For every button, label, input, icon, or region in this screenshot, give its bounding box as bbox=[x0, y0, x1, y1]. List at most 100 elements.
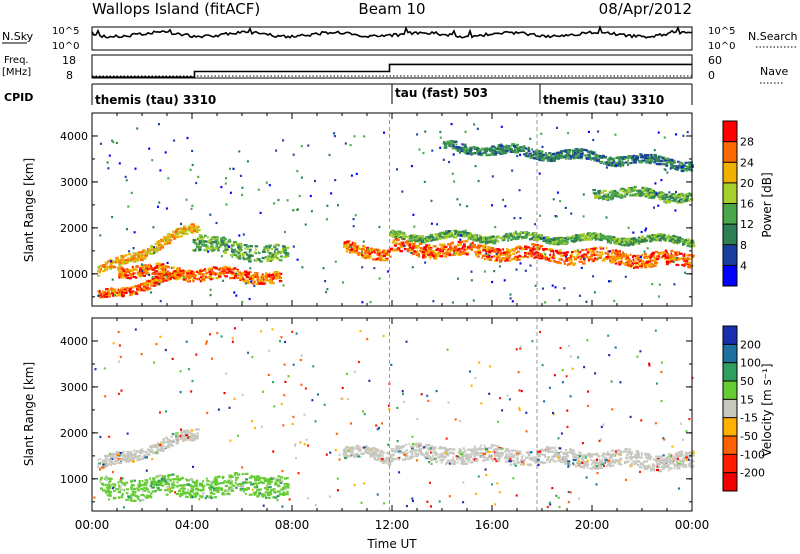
scatter-cell bbox=[531, 148, 533, 151]
scatter-cell bbox=[653, 195, 657, 198]
scatter-cell bbox=[554, 155, 557, 158]
scatter-cell bbox=[476, 234, 479, 237]
scatter-cell bbox=[282, 284, 285, 287]
scatter-cell bbox=[215, 277, 219, 280]
scatter-cell bbox=[527, 149, 531, 153]
scatter-cell bbox=[618, 263, 621, 266]
scatter-cell bbox=[409, 239, 414, 242]
scatter-cell bbox=[680, 192, 684, 195]
scatter-cell bbox=[154, 279, 158, 282]
scatter-cell bbox=[657, 157, 659, 160]
scatter-cell bbox=[378, 277, 381, 280]
scatter-cell bbox=[599, 236, 604, 239]
scatter-cell bbox=[274, 248, 279, 251]
scatter-cell bbox=[547, 248, 551, 251]
scatter-cell bbox=[365, 250, 370, 254]
scatter-cell bbox=[572, 151, 576, 154]
scatter-cell bbox=[413, 225, 416, 228]
scatter-cell bbox=[102, 461, 107, 464]
scatter-cell bbox=[605, 162, 609, 165]
scatter-cell bbox=[374, 248, 378, 251]
scatter-cell bbox=[625, 190, 627, 193]
scatter-cell bbox=[412, 249, 414, 252]
scatter-cell bbox=[468, 247, 473, 250]
scatter-cell bbox=[614, 240, 617, 243]
scatter-cell bbox=[599, 196, 602, 199]
scatter-cell bbox=[102, 270, 106, 273]
scatter-cell bbox=[192, 240, 196, 243]
scatter-cell bbox=[163, 243, 167, 246]
scatter-cell bbox=[518, 189, 521, 192]
scatter-cell bbox=[559, 154, 562, 157]
scatter-cell bbox=[445, 254, 449, 257]
scatter-cell bbox=[488, 250, 491, 254]
scatter-cell bbox=[271, 254, 275, 257]
scatter-cell bbox=[142, 253, 146, 256]
scatter-cell bbox=[132, 247, 135, 250]
scatter-cell bbox=[176, 277, 180, 280]
scatter-cell bbox=[463, 143, 467, 146]
scatter-cell bbox=[471, 241, 474, 244]
scatter-cell bbox=[626, 243, 630, 247]
scatter-cell bbox=[126, 228, 128, 231]
scatter-cell bbox=[497, 235, 499, 238]
scatter-cell bbox=[274, 243, 279, 246]
scatter-cell bbox=[648, 156, 652, 159]
scatter-cell bbox=[508, 249, 512, 252]
scatter-cell bbox=[569, 262, 572, 265]
scatter-cell bbox=[657, 195, 660, 198]
scatter-cell bbox=[153, 246, 156, 249]
scatter-cell bbox=[382, 249, 386, 252]
scatter-cell bbox=[470, 146, 474, 149]
scatter-cell bbox=[215, 221, 218, 225]
scatter-cell bbox=[668, 158, 671, 161]
scatter-cell bbox=[592, 189, 597, 192]
scatter-cell bbox=[118, 266, 123, 269]
scatter-cell bbox=[419, 247, 423, 250]
scatter-cell bbox=[190, 434, 194, 437]
scatter-cell bbox=[524, 269, 527, 272]
scatter-cell bbox=[152, 272, 155, 275]
scatter-cell bbox=[671, 165, 674, 168]
scatter-cell bbox=[371, 258, 376, 261]
scatter-cell bbox=[517, 233, 520, 236]
scatter-cell bbox=[246, 487, 250, 490]
scatter-cell bbox=[284, 253, 289, 256]
scatter-cell bbox=[540, 132, 543, 135]
scatter-cell bbox=[267, 274, 271, 277]
scatter-cell bbox=[653, 149, 656, 152]
scatter-cell bbox=[396, 168, 398, 171]
scatter-cell bbox=[510, 148, 513, 151]
scatter-cell bbox=[164, 265, 169, 268]
scatter-cell bbox=[267, 255, 271, 258]
scatter-cell bbox=[108, 154, 111, 157]
scatter-cell bbox=[688, 257, 693, 261]
scatter-cell bbox=[148, 249, 152, 252]
scatter-cell bbox=[562, 242, 565, 246]
scatter-cell bbox=[400, 231, 404, 234]
scatter-cell bbox=[572, 236, 576, 239]
scatter-cell bbox=[514, 150, 516, 153]
scatter-cell bbox=[236, 272, 241, 276]
scatter-cell bbox=[218, 275, 222, 278]
scatter-cell bbox=[532, 248, 536, 251]
scatter-cell bbox=[637, 192, 641, 195]
scatter-cell bbox=[222, 271, 227, 274]
scatter-cell bbox=[107, 488, 110, 491]
scatter-cell bbox=[154, 248, 157, 251]
scatter-cell bbox=[491, 150, 494, 153]
scatter-cell bbox=[429, 235, 433, 238]
scatter-cell bbox=[571, 149, 575, 152]
scatter-cell bbox=[587, 248, 591, 251]
scatter-cell bbox=[538, 152, 542, 155]
scatter-cell bbox=[117, 288, 120, 291]
scatter-cell bbox=[119, 454, 121, 457]
scatter-cell bbox=[224, 484, 228, 487]
scatter-cell bbox=[234, 481, 237, 484]
scatter-cell bbox=[653, 234, 655, 237]
scatter-cell bbox=[677, 166, 680, 169]
beam-title: Beam 10 bbox=[358, 0, 425, 18]
scatter-cell bbox=[678, 195, 682, 198]
scatter-cell bbox=[241, 186, 244, 189]
